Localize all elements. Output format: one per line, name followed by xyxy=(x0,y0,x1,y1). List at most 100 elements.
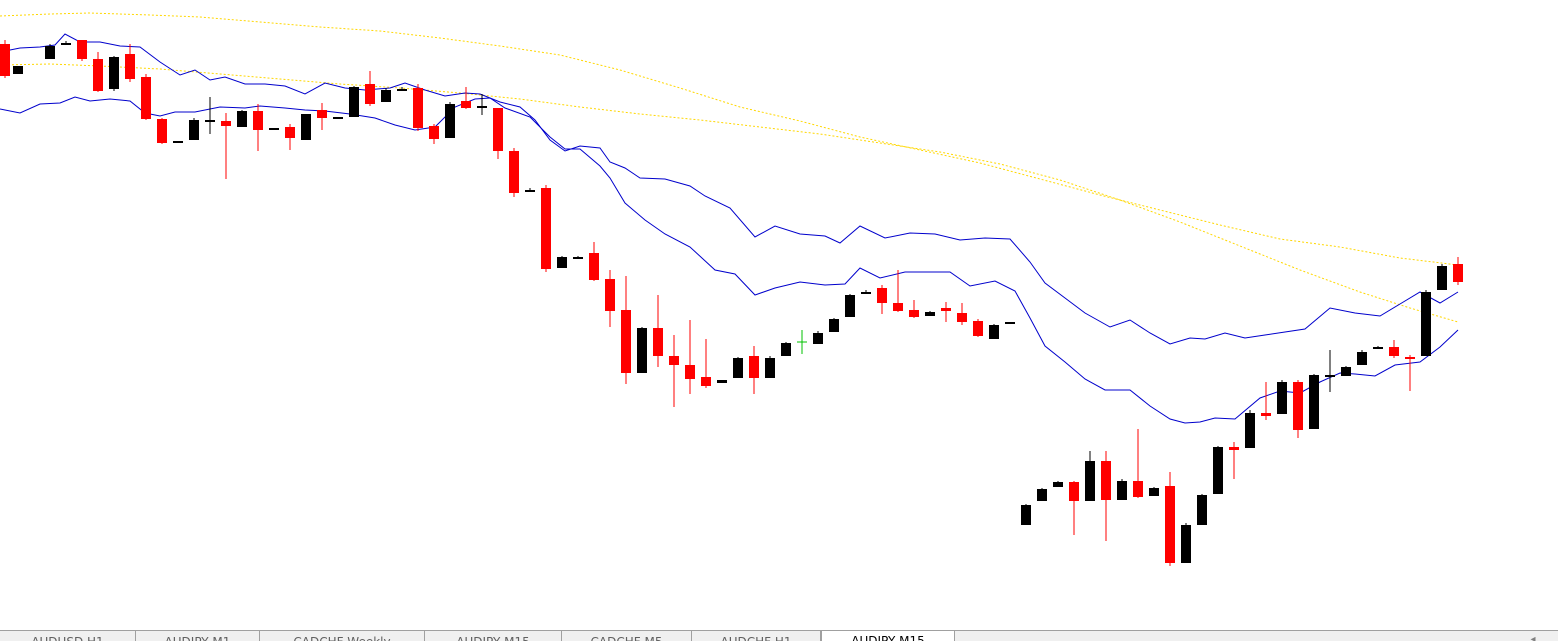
candle xyxy=(205,97,215,134)
candle-body xyxy=(541,188,551,269)
candle-body xyxy=(1325,375,1335,377)
tab-audjpy-m15[interactable]: AUDJPY,M15 xyxy=(425,631,562,641)
candle xyxy=(1245,410,1255,448)
candle xyxy=(93,52,103,92)
candle xyxy=(253,104,263,151)
candle-body xyxy=(525,190,535,192)
candle xyxy=(1453,257,1463,285)
candle xyxy=(1261,382,1271,420)
candle-body xyxy=(701,377,711,386)
candle-body xyxy=(333,117,343,119)
candle-body xyxy=(429,126,439,139)
candle-body xyxy=(1277,382,1287,414)
candle-body xyxy=(1213,447,1223,494)
candle xyxy=(125,44,135,82)
candle xyxy=(845,294,855,317)
candle-body xyxy=(413,88,423,128)
candle-body xyxy=(813,333,823,344)
candle-body xyxy=(237,111,247,127)
triangle-left-icon[interactable]: ◂ xyxy=(1530,634,1536,641)
candle-body xyxy=(0,44,10,76)
candle-body xyxy=(445,104,455,138)
candle-body xyxy=(1053,482,1063,487)
tab-audjpy-m15-active[interactable]: AUDJPY,M15 xyxy=(821,631,955,641)
moving-averages xyxy=(0,12,1459,323)
candle xyxy=(269,128,279,130)
candle-body xyxy=(1037,489,1047,501)
candle-body xyxy=(1229,447,1239,450)
candle xyxy=(285,124,295,150)
candle xyxy=(365,71,375,106)
candle xyxy=(333,117,343,119)
candle-body xyxy=(1389,347,1399,356)
candle-body xyxy=(637,328,647,373)
envelope-bands xyxy=(0,33,1459,424)
candle xyxy=(1037,488,1047,501)
candle-body xyxy=(1085,461,1095,501)
tab-cadchf-m5[interactable]: CADCHF,M5 xyxy=(562,631,692,641)
chart-tab-bar: AUDUSD,H1 AUDJPY,M1 CADCHF,Weekly AUDJPY… xyxy=(0,630,1558,641)
candle xyxy=(1373,346,1383,349)
candle-body xyxy=(861,292,871,294)
candle xyxy=(701,339,711,388)
candle xyxy=(813,331,823,344)
candle xyxy=(1053,481,1063,487)
candle xyxy=(381,88,391,102)
candle-body xyxy=(1197,495,1207,525)
candle xyxy=(1149,487,1159,496)
candle-body xyxy=(1357,352,1367,365)
candle-body xyxy=(381,90,391,102)
candle xyxy=(1341,366,1351,376)
candle-body xyxy=(909,310,919,317)
candle-body xyxy=(1309,375,1319,429)
candle xyxy=(861,290,871,294)
candle-body xyxy=(77,40,87,59)
candle xyxy=(1085,451,1095,501)
candle xyxy=(1389,340,1399,358)
candle xyxy=(1165,472,1175,566)
candle-body xyxy=(509,151,519,193)
candle xyxy=(637,327,647,373)
tab-audjpy-m1[interactable]: AUDJPY,M1 xyxy=(136,631,260,641)
candle xyxy=(61,41,71,45)
tab-cadchf-weekly[interactable]: CADCHF,Weekly xyxy=(260,631,425,641)
candle-body xyxy=(365,84,375,104)
candle xyxy=(1197,494,1207,525)
candle xyxy=(77,40,87,61)
candle-body xyxy=(973,321,983,336)
candle xyxy=(509,148,519,197)
candle xyxy=(989,324,999,339)
candle-body xyxy=(285,127,295,138)
moving-average-ma2 xyxy=(0,63,1459,323)
candle-body xyxy=(189,120,199,140)
candle xyxy=(941,302,951,322)
candle-body xyxy=(653,328,663,356)
candle-body xyxy=(781,343,791,356)
candle xyxy=(493,108,503,159)
moving-average-ma1 xyxy=(0,12,1459,266)
candle xyxy=(669,335,679,407)
tab-audchf-h1[interactable]: AUDCHF,H1 xyxy=(692,631,821,641)
candle xyxy=(477,94,487,115)
candle-body xyxy=(989,325,999,339)
candle xyxy=(141,74,151,120)
candle xyxy=(605,270,615,327)
candle-body xyxy=(253,111,263,130)
candle-body xyxy=(1165,486,1175,563)
candle xyxy=(781,342,791,356)
candle-body xyxy=(221,121,231,126)
candle xyxy=(1133,429,1143,498)
candle xyxy=(317,103,327,130)
candle-body xyxy=(829,319,839,332)
tab-audusd-h1[interactable]: AUDUSD,H1 xyxy=(0,631,136,641)
candle xyxy=(1181,523,1191,563)
candle xyxy=(525,188,535,192)
candle xyxy=(1213,446,1223,494)
candle-body xyxy=(349,87,359,117)
candle xyxy=(877,285,887,314)
candle-body xyxy=(61,43,71,45)
candle xyxy=(1405,355,1415,391)
candle-body xyxy=(1069,482,1079,501)
